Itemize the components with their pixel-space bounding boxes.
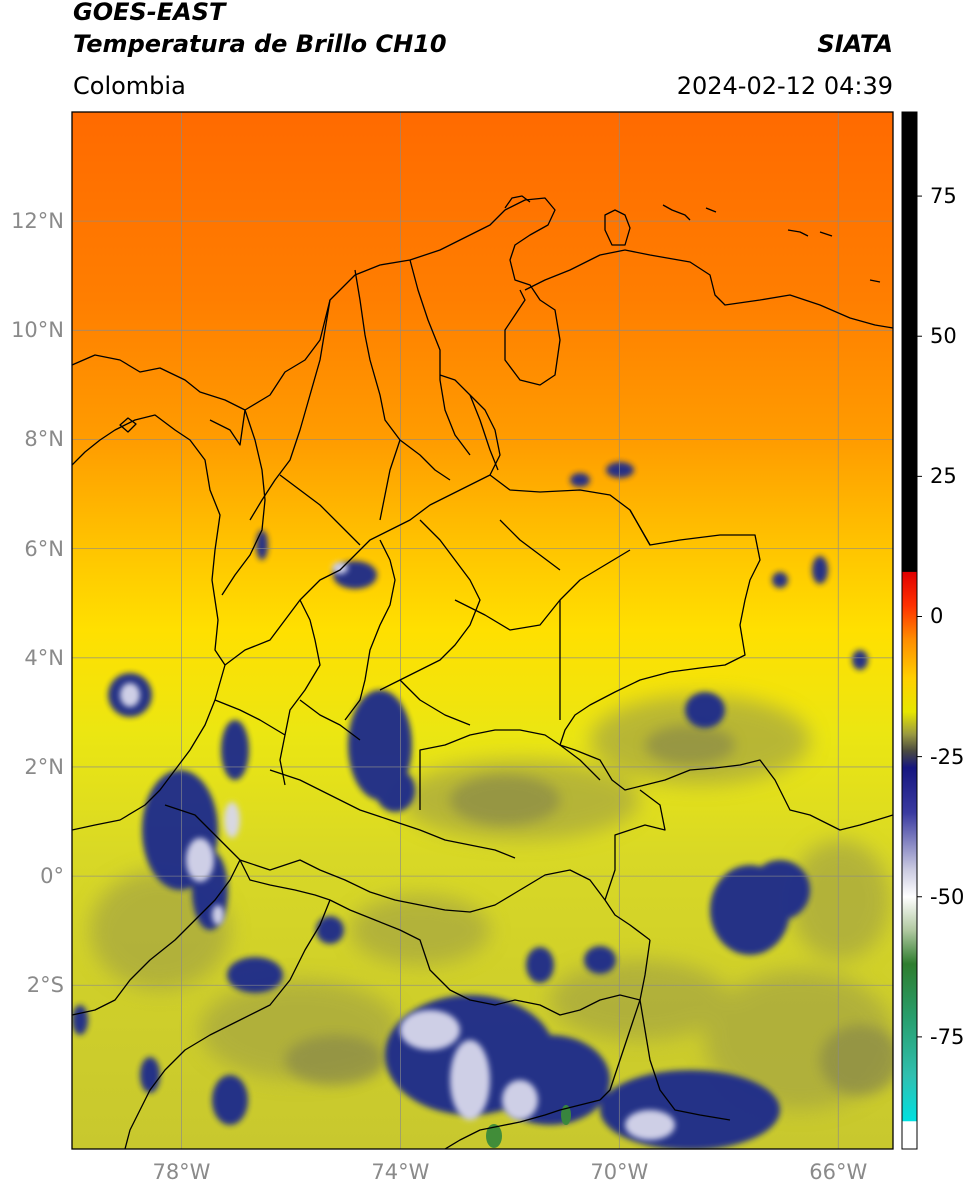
lat-tick-label: 6°N [24, 536, 64, 561]
lat-tick-label: 0° [40, 864, 64, 889]
lon-tick-label: 74°W [371, 1160, 430, 1184]
datetime-label: 2024-02-12 04:39 [676, 72, 893, 100]
product-title: Temperatura de Brillo CH10 [73, 30, 447, 58]
lon-tick-label: 78°W [152, 1160, 211, 1184]
lat-tick-label: 8°N [24, 427, 64, 452]
colorbar [901, 111, 922, 1150]
colorbar-tick-label: 0 [930, 604, 944, 629]
colorbar-tick-label: -75 [930, 1024, 965, 1049]
lon-tick-label: 70°W [590, 1160, 649, 1184]
lat-tick-label: 10°N [11, 318, 64, 343]
colorbar-tick-label: -50 [930, 884, 965, 909]
lat-tick-label: 2°N [24, 754, 64, 779]
colorbar-tick-label: 25 [930, 464, 957, 489]
colorbar-tick-label: 75 [930, 184, 957, 209]
colorbar-tick-label: 50 [930, 324, 957, 349]
lon-tick-label: 66°W [809, 1160, 868, 1184]
lat-tick-label: 2°S [26, 973, 64, 998]
region-label: Colombia [73, 72, 186, 100]
agency-label: SIATA [817, 30, 893, 58]
colorbar-tick-label: -25 [930, 744, 965, 769]
lat-tick-label: 12°N [11, 209, 64, 234]
map-field [72, 112, 893, 1149]
map-frame [71, 111, 894, 1150]
borders [72, 195, 893, 1149]
lat-tick-label: 4°N [24, 645, 64, 670]
satellite-title: GOES-EAST [73, 0, 226, 26]
